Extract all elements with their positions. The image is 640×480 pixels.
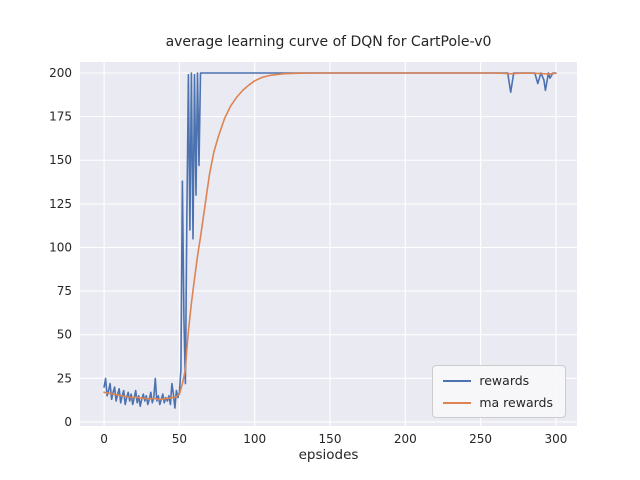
legend-label-rewards: rewards bbox=[479, 373, 530, 388]
svg-text:100: 100 bbox=[243, 432, 266, 446]
svg-text:125: 125 bbox=[49, 197, 72, 211]
svg-text:300: 300 bbox=[544, 432, 567, 446]
svg-text:100: 100 bbox=[49, 240, 72, 254]
svg-text:200: 200 bbox=[49, 66, 72, 80]
svg-text:200: 200 bbox=[394, 432, 417, 446]
legend-label-ma-rewards: ma rewards bbox=[479, 395, 553, 410]
svg-text:50: 50 bbox=[57, 328, 72, 342]
legend-line-rewards-icon bbox=[443, 379, 472, 382]
svg-text:75: 75 bbox=[57, 284, 72, 298]
chart-title: average learning curve of DQN for CartPo… bbox=[165, 34, 492, 50]
y-tick-labels: 0 25 50 75 100 125 150 175 200 bbox=[49, 66, 72, 429]
svg-text:250: 250 bbox=[469, 432, 492, 446]
legend: rewards ma rewards bbox=[432, 365, 566, 418]
svg-text:50: 50 bbox=[172, 432, 187, 446]
legend-item-rewards: rewards bbox=[443, 373, 553, 388]
svg-text:175: 175 bbox=[49, 110, 72, 124]
legend-line-ma-rewards-icon bbox=[443, 401, 472, 404]
legend-item-ma-rewards: ma rewards bbox=[443, 395, 553, 410]
svg-text:150: 150 bbox=[319, 432, 342, 446]
x-tick-labels: 0 50 100 150 200 250 300 bbox=[100, 432, 567, 446]
svg-text:0: 0 bbox=[100, 432, 108, 446]
svg-text:0: 0 bbox=[64, 415, 72, 429]
series-line-1 bbox=[103, 72, 557, 401]
svg-text:150: 150 bbox=[49, 153, 72, 167]
x-axis-label: epsiodes bbox=[298, 447, 359, 463]
svg-text:25: 25 bbox=[57, 371, 72, 385]
